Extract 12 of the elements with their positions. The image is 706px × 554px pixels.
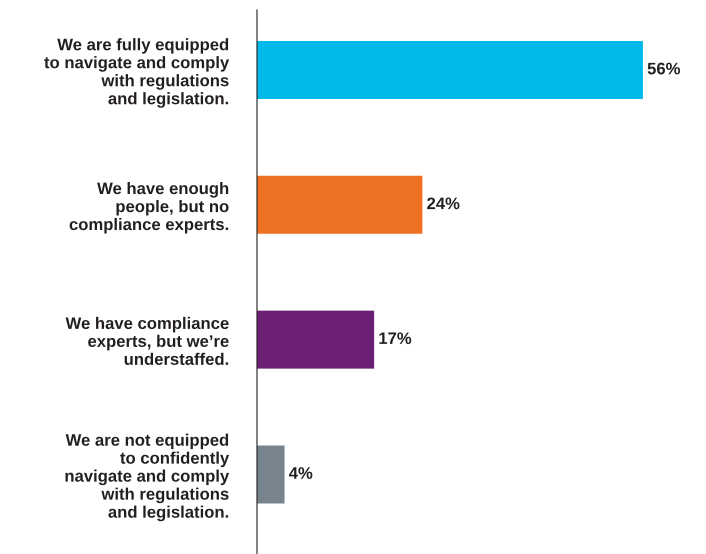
bar — [256, 445, 285, 504]
bar — [256, 176, 422, 234]
data-label: 24% — [427, 197, 460, 210]
y-tick-label: We have enough people, but no compliance experts. — [70, 182, 229, 234]
bar — [256, 310, 374, 369]
y-tick-label: We have compliance experts, but we’re understaffed. — [66, 316, 229, 365]
y-tick-label: We are not equipped to confidently navigate and comply with regulations and legislation. — [65, 434, 230, 522]
data-label: 4% — [288, 467, 312, 479]
bar — [256, 40, 643, 99]
data-label: 56% — [648, 62, 680, 74]
data-label: 17% — [379, 332, 412, 344]
y-tick-label: We are fully equipped to navigate and comply with regulations and legislation. — [44, 38, 230, 108]
